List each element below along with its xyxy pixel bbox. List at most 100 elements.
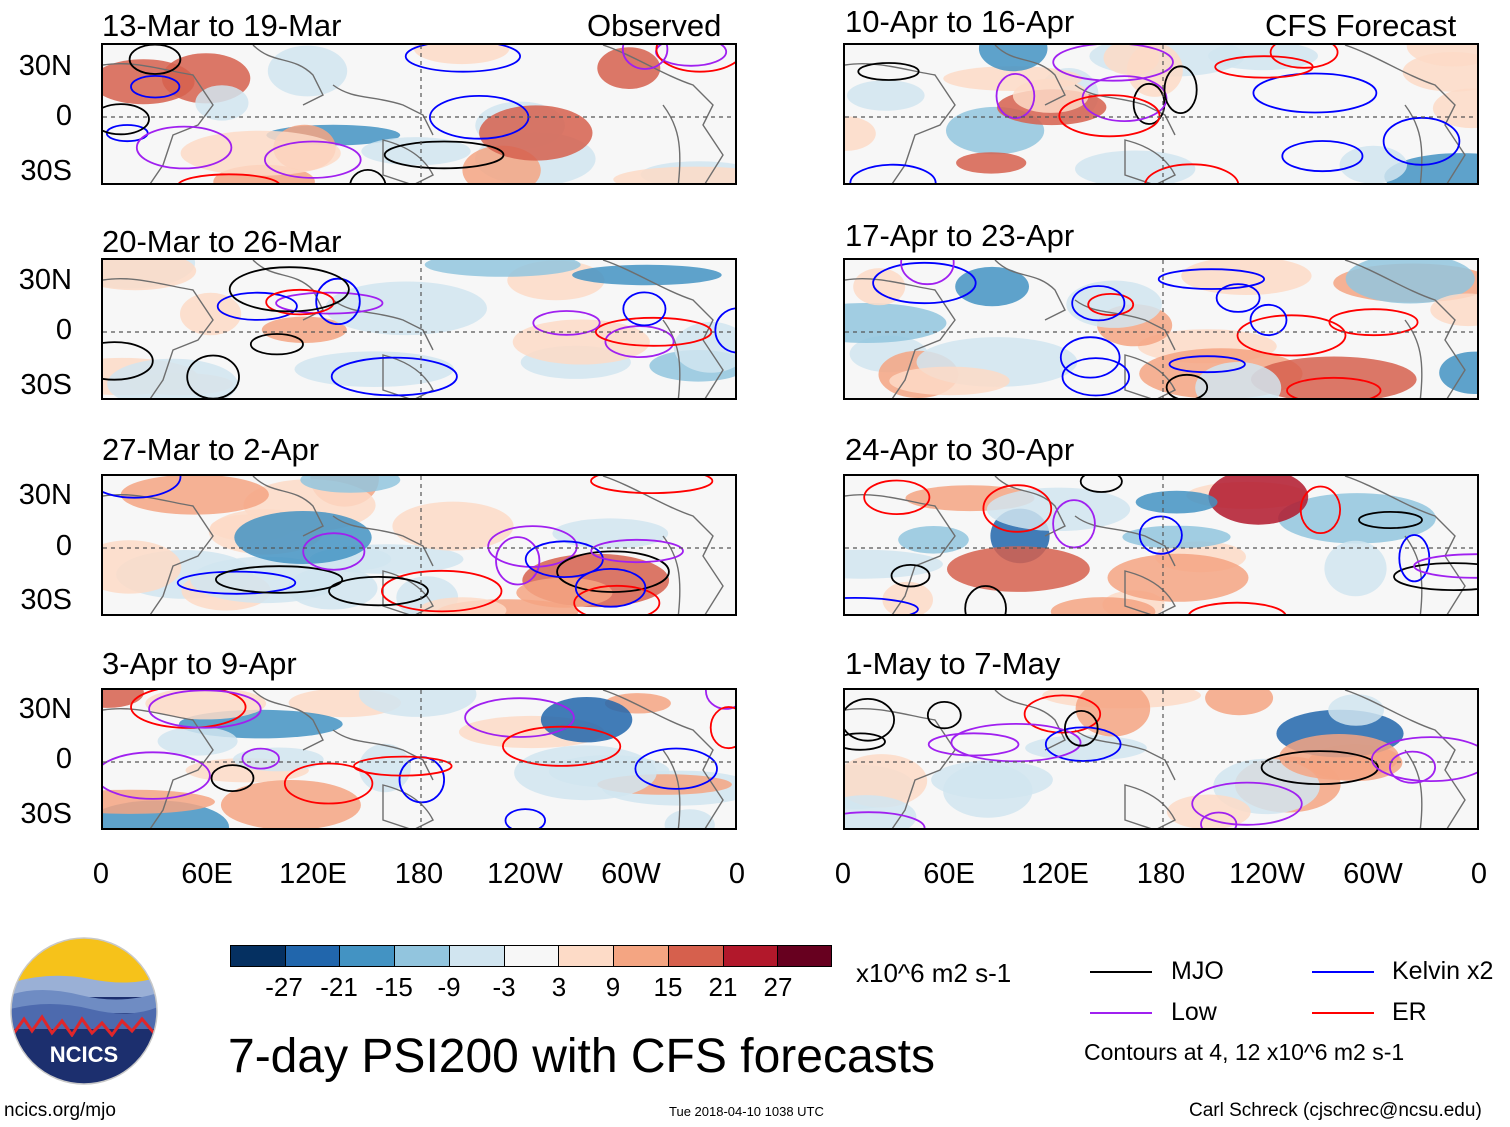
panel-title-8: 1-May to 7-May xyxy=(845,646,1061,681)
footer-timestamp: Tue 2018-04-10 1038 UTC xyxy=(669,1104,824,1119)
legend-low-line xyxy=(1090,1012,1152,1014)
footer-author: Carl Schreck (cjschrec@ncsu.edu) xyxy=(1189,1100,1482,1121)
panel-title-6: 17-Apr to 23-Apr xyxy=(845,218,1075,253)
colorbar-swatch xyxy=(667,945,724,967)
colorbar-tick: -15 xyxy=(375,972,413,1002)
lat-label-eq: 0 xyxy=(55,314,72,346)
map-panel-5 xyxy=(843,43,1479,185)
contours xyxy=(872,260,1419,398)
colorbar xyxy=(230,945,833,967)
anomaly-field xyxy=(103,260,735,398)
lon-label-60w: 60W xyxy=(1343,858,1403,890)
panel-title-3: 27-Mar to 2-Apr xyxy=(102,432,320,467)
lat-label-30s: 30S xyxy=(20,584,72,616)
anomaly-field xyxy=(103,690,735,828)
lon-label-120w: 120W xyxy=(1229,858,1305,890)
page-title: 7-day PSI200 with CFS forecasts xyxy=(228,1030,935,1083)
panel-title-7: 24-Apr to 30-Apr xyxy=(845,432,1075,467)
colorbar-swatch xyxy=(339,945,395,967)
lon-label-0: 0 xyxy=(92,858,110,890)
lon-label-60e: 60E xyxy=(923,858,975,890)
colorbar-swatch xyxy=(284,945,340,967)
observed-label: Observed xyxy=(587,8,722,43)
colorbar-tick: 3 xyxy=(551,972,567,1002)
lon-label-120e: 120E xyxy=(279,858,347,890)
ncics-logo: NCICS xyxy=(10,937,158,1085)
legend-kelvin-line xyxy=(1312,971,1374,973)
panel-title-1: 13-Mar to 19-Mar xyxy=(102,8,342,43)
colorbar-swatch xyxy=(613,945,669,967)
colorbar-swatch xyxy=(722,945,778,967)
lon-label-0-end: 0 xyxy=(1470,858,1488,890)
map-panel-3 xyxy=(101,474,737,616)
lon-label-0: 0 xyxy=(834,858,852,890)
lon-label-60w: 60W xyxy=(601,858,661,890)
coastline xyxy=(103,476,724,614)
anomaly-field xyxy=(845,476,1436,614)
map-panel-2 xyxy=(101,258,737,400)
lon-label-180: 180 xyxy=(1136,858,1186,890)
legend-mjo-line xyxy=(1090,971,1152,973)
colorbar-tick: -21 xyxy=(320,972,358,1002)
coastline xyxy=(845,260,1466,398)
legend-kelvin-label: Kelvin x2 xyxy=(1392,957,1494,985)
colorbar-swatch xyxy=(394,945,450,967)
colorbar-units: x10^6 m2 s-1 xyxy=(856,958,1012,988)
contours xyxy=(103,45,735,183)
ncics-logo-text: NCICS xyxy=(50,1042,118,1067)
colorbar-tick: 27 xyxy=(763,972,793,1002)
colorbar-tick: -3 xyxy=(492,972,516,1002)
contours xyxy=(849,45,1461,183)
legend-er-line xyxy=(1312,1012,1374,1014)
lat-label-30n: 30N xyxy=(18,693,72,725)
colorbar-swatch xyxy=(558,945,614,967)
lon-label-0-end: 0 xyxy=(728,858,746,890)
anomaly-field xyxy=(845,45,1477,183)
map-panel-1 xyxy=(101,43,737,185)
coastline xyxy=(845,45,1466,183)
colorbar-tick: 21 xyxy=(708,972,738,1002)
lon-label-120w: 120W xyxy=(487,858,563,890)
map-panel-4 xyxy=(101,688,737,830)
colorbar-swatch xyxy=(503,945,559,967)
coastline xyxy=(103,260,724,398)
colorbar-swatch xyxy=(777,945,833,967)
forecast-label: CFS Forecast xyxy=(1265,8,1457,43)
contours xyxy=(103,476,714,614)
map-panel-6 xyxy=(843,258,1479,400)
coastline xyxy=(845,476,1466,614)
legend-mjo-label: MJO xyxy=(1171,957,1224,985)
lat-label-30n: 30N xyxy=(18,50,72,82)
lat-label-30n: 30N xyxy=(18,479,72,511)
lon-label-180: 180 xyxy=(394,858,444,890)
colorbar-tick: 9 xyxy=(605,972,621,1002)
lon-label-120e: 120E xyxy=(1021,858,1089,890)
contours xyxy=(845,476,1477,614)
map-panel-7 xyxy=(843,474,1479,616)
anomaly-field xyxy=(103,476,670,614)
lat-label-30n: 30N xyxy=(18,264,72,296)
lat-label-eq: 0 xyxy=(55,100,72,132)
colorbar-tick: 15 xyxy=(653,972,683,1002)
lat-label-30s: 30S xyxy=(20,155,72,187)
lat-label-30s: 30S xyxy=(20,369,72,401)
map-panel-8 xyxy=(843,688,1479,830)
lat-label-eq: 0 xyxy=(55,743,72,775)
contours xyxy=(103,266,735,398)
contours xyxy=(103,690,735,828)
panel-title-2: 20-Mar to 26-Mar xyxy=(102,224,342,259)
legend-er-label: ER xyxy=(1392,998,1427,1026)
colorbar-tick: -9 xyxy=(437,972,461,1002)
legend-low-label: Low xyxy=(1171,998,1217,1026)
lon-label-60e: 60E xyxy=(181,858,233,890)
lat-label-30s: 30S xyxy=(20,798,72,830)
colorbar-swatch xyxy=(448,945,505,967)
panel-title-5: 10-Apr to 16-Apr xyxy=(845,4,1075,39)
colorbar-tick: -27 xyxy=(265,972,303,1002)
anomaly-field xyxy=(845,690,1404,828)
lat-label-eq: 0 xyxy=(55,530,72,562)
contour-note: Contours at 4, 12 x10^6 m2 s-1 xyxy=(1084,1039,1405,1065)
colorbar-swatch xyxy=(230,945,286,967)
panel-title-4: 3-Apr to 9-Apr xyxy=(102,646,297,681)
footer-url[interactable]: ncics.org/mjo xyxy=(4,1100,116,1121)
